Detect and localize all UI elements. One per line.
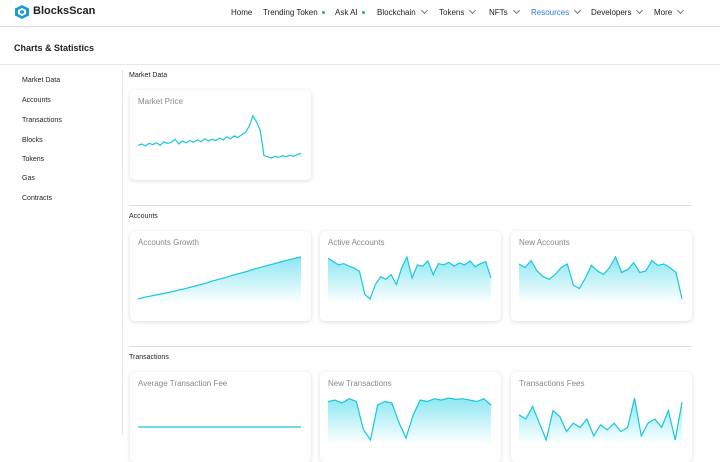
nav-item[interactable]: More bbox=[654, 6, 685, 17]
brand[interactable]: BlocksScan bbox=[33, 5, 96, 17]
sidebar-border bbox=[122, 70, 123, 435]
card-title: Market Price bbox=[138, 97, 183, 106]
new-dot bbox=[361, 11, 365, 15]
new-dot bbox=[321, 11, 325, 15]
area-fill bbox=[519, 398, 682, 444]
line bbox=[327, 255, 492, 301]
card-title: New Accounts bbox=[519, 238, 570, 247]
sparkline bbox=[138, 426, 301, 428]
section-divider bbox=[129, 346, 692, 347]
nav-label[interactable]: Trending Token bbox=[263, 8, 318, 17]
sparkline bbox=[518, 255, 683, 303]
logo bbox=[15, 5, 29, 19]
area-fill bbox=[138, 257, 301, 303]
nav-label[interactable]: NFTs bbox=[489, 8, 508, 17]
chart-card[interactable]: New Accounts bbox=[511, 231, 692, 321]
chart-card[interactable]: Transactions Fees bbox=[511, 372, 692, 462]
chart-card[interactable]: Average Transaction Fee bbox=[130, 372, 311, 462]
line bbox=[137, 256, 302, 300]
page-title: Charts & Statistics bbox=[14, 43, 95, 53]
nav-label[interactable]: Tokens bbox=[439, 8, 465, 17]
sidebar-link[interactable]: Gas bbox=[22, 175, 35, 182]
sparkline bbox=[137, 256, 302, 303]
card-title: Transactions Fees bbox=[519, 379, 585, 388]
card-title: Accounts Growth bbox=[138, 238, 199, 247]
header-border bbox=[0, 26, 720, 27]
nav-label[interactable]: Home bbox=[231, 8, 253, 17]
sidebar-link[interactable]: Transactions bbox=[22, 117, 62, 124]
chart-card[interactable]: Accounts Growth bbox=[130, 231, 311, 321]
line bbox=[137, 114, 302, 159]
chevron bbox=[469, 6, 477, 15]
nav-item[interactable]: Resources bbox=[531, 6, 582, 17]
area-fill bbox=[519, 257, 682, 303]
nav-item[interactable]: Trending Token bbox=[263, 8, 325, 17]
line bbox=[327, 397, 492, 442]
nav-label[interactable]: Developers bbox=[591, 8, 632, 17]
chevron bbox=[420, 6, 428, 15]
section-title: Transactions bbox=[129, 354, 169, 361]
nav-item[interactable]: Tokens bbox=[439, 6, 477, 17]
sparkline bbox=[327, 255, 492, 303]
section-title: Market Data bbox=[129, 72, 168, 79]
card-title: Active Accounts bbox=[328, 238, 385, 247]
sparkline bbox=[518, 397, 683, 444]
chevron bbox=[512, 6, 520, 15]
nav-label[interactable]: Resources bbox=[531, 8, 570, 17]
nav-label[interactable]: More bbox=[654, 8, 673, 17]
section-divider bbox=[129, 205, 692, 206]
chart-card[interactable]: New Transactions bbox=[320, 372, 501, 462]
chevron bbox=[677, 6, 685, 15]
card-title: Average Transaction Fee bbox=[138, 379, 228, 388]
area-fill bbox=[328, 257, 491, 303]
area-fill bbox=[328, 398, 491, 444]
nav-item[interactable]: Blockchain bbox=[377, 6, 428, 17]
nav-item[interactable]: NFTs bbox=[489, 6, 520, 17]
sidebar-link[interactable]: Contracts bbox=[22, 195, 52, 202]
sidebar-link[interactable]: Tokens bbox=[22, 156, 45, 163]
title-border bbox=[0, 64, 720, 65]
card-title: New Transactions bbox=[328, 379, 392, 388]
nav-item[interactable]: Ask AI bbox=[335, 8, 365, 17]
page: BlocksScan Charts & Statistics (() => { … bbox=[0, 5, 720, 444]
chevron bbox=[574, 6, 582, 15]
nav-label[interactable]: Blockchain bbox=[377, 8, 416, 17]
chart-card[interactable]: Active Accounts bbox=[320, 231, 501, 321]
sidebar-link[interactable]: Market Data bbox=[22, 77, 61, 84]
line bbox=[518, 255, 683, 300]
sparkline bbox=[137, 114, 302, 159]
chart-card[interactable]: Market Price bbox=[130, 90, 311, 180]
sidebar-link[interactable]: Accounts bbox=[22, 97, 51, 104]
nav-label[interactable]: Ask AI bbox=[335, 8, 358, 17]
sidebar-link[interactable]: Blocks bbox=[22, 137, 43, 144]
nav-item[interactable]: Home bbox=[231, 8, 252, 17]
nav-item[interactable]: Developers bbox=[591, 6, 644, 17]
section-title: Accounts bbox=[129, 213, 158, 220]
chevron bbox=[636, 6, 644, 15]
sparkline bbox=[327, 397, 492, 444]
